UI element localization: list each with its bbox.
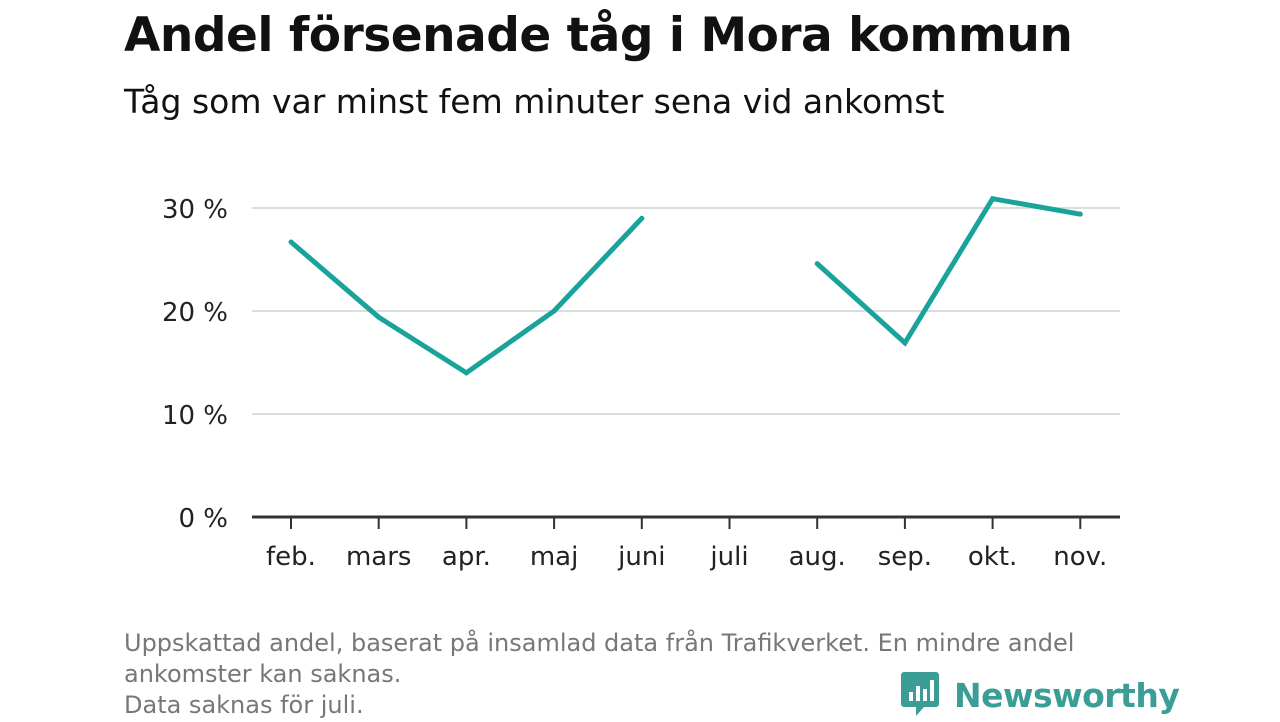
data-point [639,215,645,221]
x-tick-label: apr. [442,542,491,572]
x-axis [252,515,1120,529]
y-tick-label: 30 % [162,195,228,225]
x-tick-label: aug. [789,542,846,572]
newsworthy-logo-icon [900,668,940,722]
x-tick-label: juli [709,542,748,572]
y-tick-label: 10 % [162,401,228,431]
y-tick-label: 0 % [178,504,228,534]
line-chart: 0 % 10 % 20 % 30 % feb. mars apr. maj juni juli a… [162,195,1120,572]
brand-name: Newsworthy [954,675,1180,715]
x-axis-labels: feb. mars apr. maj juni juli aug. sep. okt. nov. [266,542,1107,572]
x-tick-label: nov. [1053,542,1107,572]
brand-logo: Newsworthy [900,668,1180,722]
data-point [990,196,996,202]
data-point [376,314,382,320]
x-tick-label: sep. [878,542,932,572]
data-point [288,239,294,245]
y-axis-labels: 0 % 10 % 20 % 30 % [162,195,228,534]
series-line-segment [289,216,644,376]
footnote: Uppskattad andel, baserat på insamlad da… [124,628,1174,721]
series-lines [288,195,1083,376]
gridlines [252,207,1120,415]
x-tick-label: okt. [968,542,1017,572]
data-point [902,340,908,346]
chart-title: Andel försenade tåg i Mora kommun [124,8,1073,63]
x-tick-label: juni [617,542,665,572]
footnote-line-1: Uppskattad andel, baserat på insamlad da… [124,629,1075,657]
x-tick-label: feb. [266,542,316,572]
y-tick-label: 20 % [162,298,228,328]
data-point [551,308,557,314]
data-point [1077,211,1083,217]
footnote-line-3: Data saknas för juli. [124,691,364,719]
chart-subtitle: Tåg som var minst fem minuter sena vid a… [124,82,945,121]
data-point [463,370,469,376]
x-tick-label: maj [530,542,578,572]
data-point [814,261,820,267]
footnote-line-2: ankomster kan saknas. [124,660,402,688]
series-line-segment [815,195,1081,347]
x-tick-label: mars [346,542,412,572]
